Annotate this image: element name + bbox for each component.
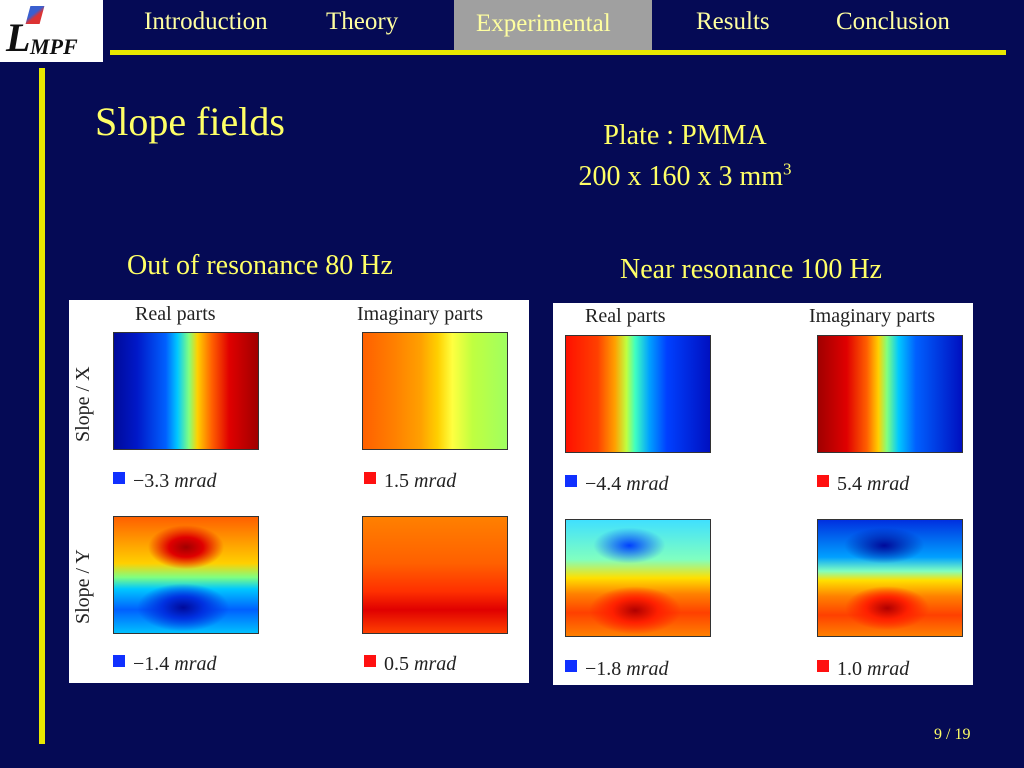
legend-swatch-blue	[565, 660, 577, 672]
caption-80hz: Out of resonance 80 Hz	[127, 250, 393, 281]
map-slope-y-real-100hz	[565, 519, 711, 637]
legend-slope-x-real-80hz: −3.3 mrad	[113, 470, 217, 493]
lmpf-logo: L MPF	[0, 0, 103, 62]
legend-swatch-red	[817, 660, 829, 672]
header-rule	[110, 50, 1006, 55]
legend-slope-y-imag-100hz: 1.0 mrad	[817, 658, 909, 681]
nav-experimental[interactable]: Experimental	[454, 0, 652, 50]
map-slope-x-imag-100hz	[817, 335, 963, 453]
legend-slope-y-imag-80hz: 0.5 mrad	[364, 653, 456, 676]
page-number: 9 / 19	[934, 726, 971, 743]
nav-theory[interactable]: Theory	[326, 8, 399, 35]
map-slope-y-imag-100hz	[817, 519, 963, 637]
side-rule	[39, 68, 45, 744]
map-slope-x-imag-80hz	[362, 332, 508, 450]
map-slope-y-real-80hz	[113, 516, 259, 634]
legend-swatch-red	[364, 655, 376, 667]
header-real-parts: Real parts	[585, 305, 666, 327]
nav-results[interactable]: Results	[696, 8, 770, 35]
legend-swatch-blue	[565, 475, 577, 487]
row-label-slope-x: Slope / X	[72, 366, 94, 442]
header-imaginary-parts: Imaginary parts	[357, 303, 484, 325]
nav-conclusion[interactable]: Conclusion	[836, 8, 950, 35]
caption-100hz: Near resonance 100 Hz	[620, 254, 882, 285]
header-real-parts: Real parts	[135, 303, 216, 325]
legend-swatch-red	[364, 472, 376, 484]
top-navigation: Introduction Theory Experimental Results…	[110, 0, 1006, 50]
legend-slope-x-real-100hz: −4.4 mrad	[565, 473, 669, 496]
legend-swatch-red	[817, 475, 829, 487]
legend-slope-y-real-100hz: −1.8 mrad	[565, 658, 669, 681]
plate-info: Plate : PMMA 200 x 160 x 3 mm3	[545, 115, 825, 197]
legend-slope-y-real-80hz: −1.4 mrad	[113, 653, 217, 676]
slope-panel-100hz: Real parts Imaginary parts −4.4 mrad 5.4…	[553, 303, 973, 685]
map-slope-y-imag-80hz	[362, 516, 508, 634]
legend-swatch-blue	[113, 655, 125, 667]
slide-title: Slope fields	[95, 99, 285, 144]
plate-dimensions-exponent: 3	[783, 159, 792, 179]
map-slope-x-real-100hz	[565, 335, 711, 453]
nav-introduction[interactable]: Introduction	[144, 8, 268, 35]
plate-material: Plate : PMMA	[603, 120, 767, 151]
logo-subscript: MPF	[30, 34, 78, 59]
slope-panel-80hz: Real parts Imaginary parts Slope / X Slo…	[69, 300, 529, 683]
plate-dimensions: 200 x 160 x 3 mm3	[578, 159, 792, 192]
legend-swatch-blue	[113, 472, 125, 484]
logo-letter: L	[6, 15, 31, 60]
header-imaginary-parts: Imaginary parts	[809, 305, 936, 327]
legend-slope-x-imag-80hz: 1.5 mrad	[364, 470, 456, 493]
map-slope-x-real-80hz	[113, 332, 259, 450]
row-label-slope-y: Slope / Y	[72, 549, 94, 624]
legend-slope-x-imag-100hz: 5.4 mrad	[817, 473, 909, 496]
